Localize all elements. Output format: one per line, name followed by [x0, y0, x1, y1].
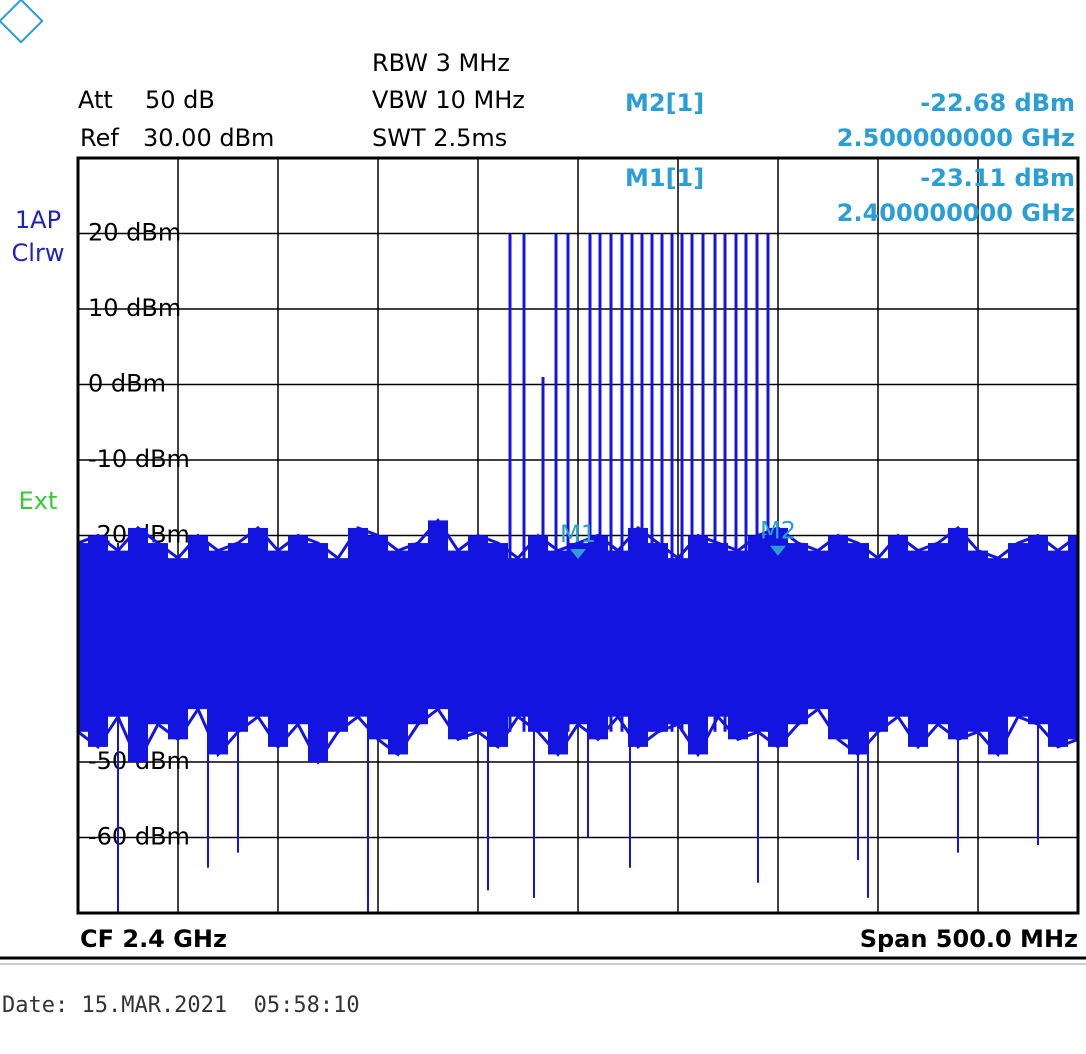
trace-band — [408, 543, 428, 725]
trace-band — [448, 550, 468, 740]
trace-band — [708, 543, 728, 717]
ref-value: 30.00 dBm — [143, 124, 274, 152]
trace-edge — [77, 706, 1079, 766]
trace-band — [268, 550, 288, 747]
vbw: VBW 10 MHz — [372, 86, 525, 114]
trace-band — [88, 535, 108, 747]
trace-band — [78, 543, 88, 732]
trace-band — [488, 543, 508, 747]
trace-band — [728, 550, 748, 740]
trace-band — [468, 535, 488, 732]
trace-band — [908, 550, 928, 747]
plot-frame — [76, 156, 1080, 915]
y-tick-label: 10 dBm — [88, 294, 181, 322]
trace-detector: Clrw — [12, 239, 65, 267]
trace-edge — [77, 517, 1079, 561]
trace-band — [1068, 535, 1078, 740]
trace-band — [968, 550, 988, 732]
date: Date: 15.MAR.2021 05:58:10 — [2, 993, 360, 1018]
y-tick-label: -60 dBm — [88, 823, 190, 851]
trace-band — [588, 535, 608, 740]
y-tick-label: -10 dBm — [88, 445, 190, 473]
att-label: Att — [78, 86, 113, 114]
marker-frequency: 2.500000000 GHz — [837, 124, 1075, 152]
trace-band — [368, 535, 388, 740]
trigger: Ext — [19, 487, 58, 515]
att-value: 50 dB — [145, 86, 215, 114]
marker-name: M1 — [560, 520, 596, 548]
marker-value: -22.68 dBm — [920, 89, 1075, 117]
marker-frequency: 2.400000000 GHz — [837, 199, 1075, 227]
trace-band — [308, 543, 328, 762]
trace-band — [128, 527, 148, 762]
trace-band — [148, 543, 168, 725]
trace-band — [288, 535, 308, 725]
trace-band — [1008, 543, 1028, 717]
trace-band — [188, 535, 208, 710]
trace-band — [788, 543, 808, 725]
trace-band — [248, 527, 268, 717]
swt: SWT 2.5ms — [372, 124, 507, 152]
trace-band — [428, 520, 448, 710]
marker — [570, 548, 586, 559]
marker-value: -23.11 dBm — [920, 164, 1075, 192]
trace-band — [568, 543, 588, 725]
trace-band — [1048, 550, 1068, 747]
trace-band — [828, 535, 848, 740]
logo — [0, 0, 44, 44]
trace-band — [988, 558, 1008, 755]
y-tick-label: 20 dBm — [88, 219, 181, 247]
trace-band — [328, 558, 348, 732]
marker-name: M2 — [760, 517, 796, 545]
trace-band — [768, 527, 788, 747]
ref-label: Ref — [80, 124, 119, 152]
trace-band — [868, 558, 888, 732]
trace-band — [548, 550, 568, 755]
trace-band — [168, 558, 188, 740]
y-tick-label: 0 dBm — [88, 370, 166, 398]
span: Span 500.0 MHz — [860, 925, 1078, 953]
trace-band — [528, 535, 548, 732]
marker-label: M1[1] — [625, 164, 704, 192]
trace-mode: 1AP — [15, 206, 61, 234]
rbw: RBW 3 MHz — [372, 49, 510, 77]
marker — [770, 545, 786, 556]
trace-band — [208, 550, 228, 755]
marker-label: M2[1] — [625, 89, 704, 117]
center-frequency: CF 2.4 GHz — [80, 925, 227, 953]
trace-band — [928, 543, 948, 725]
trace-band — [388, 550, 408, 755]
trace-band — [888, 535, 908, 717]
trace-band — [808, 550, 828, 710]
trace-band — [348, 527, 368, 717]
